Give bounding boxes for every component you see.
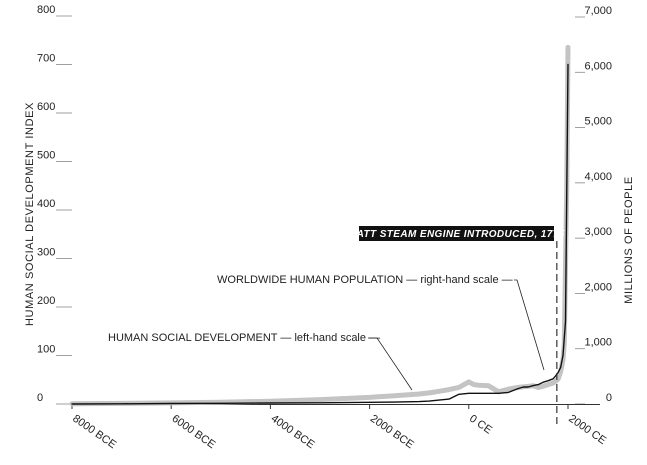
y-right-tick-label: 1,000 xyxy=(584,337,612,349)
y-right-tick-label: 7,000 xyxy=(584,5,612,17)
y-left-axis-title: HUMAN SOCIAL DEVELOPMENT INDEX xyxy=(24,102,36,326)
y-left-tick-label: 400 xyxy=(37,198,55,210)
y-left-tick-label: 500 xyxy=(37,150,55,162)
x-ticks: 8000 BCE 6000 BCE 4000 BCE 2000 BCE 0 CE 2000… xyxy=(70,404,608,451)
y-right-tick-label: 0 xyxy=(606,392,612,404)
x-tick-label: 6000 BCE xyxy=(169,413,217,452)
y-left-tick-label: 600 xyxy=(37,101,55,113)
y-left-ticks: 0 100 200 300 400 500 600 700 800 xyxy=(37,4,72,405)
watt-banner-text: WATT STEAM ENGINE INTRODUCED, 1775 xyxy=(347,229,564,240)
x-tick-label: 2000 CE xyxy=(566,413,608,447)
development-leader xyxy=(368,337,413,391)
y-left-tick-label: 800 xyxy=(37,4,55,16)
population-label-sub: right-hand scale xyxy=(420,274,498,286)
y-left-tick-label: 700 xyxy=(37,53,55,65)
development-label-sub: left-hand scale xyxy=(294,332,366,344)
series-layer xyxy=(69,44,571,407)
x-tick-label: 0 CE xyxy=(467,413,494,437)
population-label-dash-end: — xyxy=(502,274,513,286)
development-label: HUMAN SOCIAL DEVELOPMENT — left-hand sca… xyxy=(108,332,380,344)
y-left-tick-label: 0 xyxy=(37,392,43,404)
y-left-tick-label: 100 xyxy=(37,344,55,356)
y-right-axis-title: MILLIONS OF PEOPLE xyxy=(623,176,635,304)
x-tick-label: 4000 BCE xyxy=(269,413,317,452)
y-right-ticks: 0 1,000 2,000 3,000 4,000 5,000 6,000 7,000 xyxy=(575,5,612,405)
x-tick-label: 2000 BCE xyxy=(368,413,416,452)
population-label-main: WORLDWIDE HUMAN POPULATION xyxy=(217,274,403,286)
development-label-main: HUMAN SOCIAL DEVELOPMENT xyxy=(108,332,278,344)
y-right-tick-label: 6,000 xyxy=(584,60,612,72)
y-left-tick-label: 300 xyxy=(37,247,55,259)
y-right-tick-label: 2,000 xyxy=(584,281,612,293)
watt-banner-box xyxy=(359,226,554,241)
population-leader xyxy=(514,279,545,371)
y-right-tick-label: 3,000 xyxy=(584,226,612,238)
development-label-dash: — xyxy=(280,332,291,344)
development-series-line xyxy=(71,63,569,405)
population-label: WORLDWIDE HUMAN POPULATION — right-hand … xyxy=(217,274,513,286)
y-right-tick-label: 5,000 xyxy=(584,116,612,128)
y-right-tick-label: 4,000 xyxy=(584,171,612,183)
y-left-tick-label: 200 xyxy=(37,295,55,307)
population-label-dash: — xyxy=(406,274,417,286)
population-series-line xyxy=(69,44,571,407)
x-tick-label: 8000 BCE xyxy=(70,413,118,452)
